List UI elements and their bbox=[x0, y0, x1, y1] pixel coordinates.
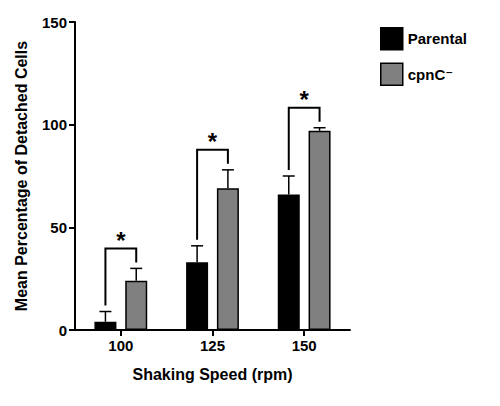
svg-text:0: 0 bbox=[59, 322, 67, 339]
svg-text:Shaking Speed (rpm): Shaking Speed (rpm) bbox=[132, 366, 292, 383]
svg-text:125: 125 bbox=[200, 337, 225, 354]
svg-text:Mean Percentage of Detached Ce: Mean Percentage of Detached Cells bbox=[13, 41, 30, 311]
svg-text:100: 100 bbox=[108, 337, 133, 354]
svg-text:150: 150 bbox=[292, 337, 317, 354]
svg-text:50: 50 bbox=[50, 219, 67, 236]
svg-text:*: * bbox=[208, 128, 218, 155]
svg-text:*: * bbox=[299, 86, 309, 113]
svg-text:100: 100 bbox=[42, 116, 67, 133]
svg-text:*: * bbox=[116, 227, 126, 254]
svg-text:cpnC⁻: cpnC⁻ bbox=[408, 66, 453, 83]
svg-text:Parental: Parental bbox=[408, 30, 467, 47]
svg-text:150: 150 bbox=[42, 14, 67, 31]
